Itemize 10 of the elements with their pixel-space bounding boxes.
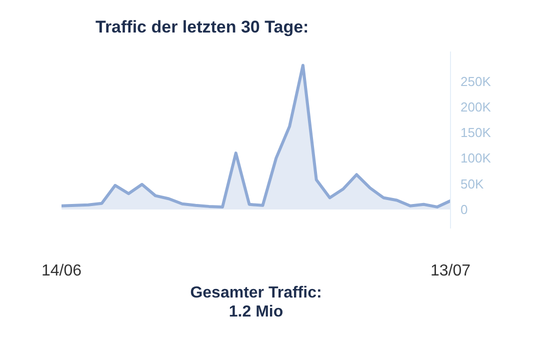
chart-title: Traffic der letzten 30 Tage:	[96, 18, 309, 36]
y-tick-label: 0	[460, 202, 468, 218]
y-tick-label: 100K	[460, 150, 492, 166]
x-tick-label: 14/06	[41, 262, 82, 280]
y-tick-label: 200K	[460, 99, 492, 114]
y-tick-label: 50K	[460, 176, 484, 192]
text: Gesamter Traffic: 1.2 Mio	[190, 284, 322, 320]
y-tick-label: 150K	[460, 125, 492, 140]
y-tick-label: 250K	[460, 74, 492, 89]
x-tick-label: 13/07	[430, 262, 471, 280]
